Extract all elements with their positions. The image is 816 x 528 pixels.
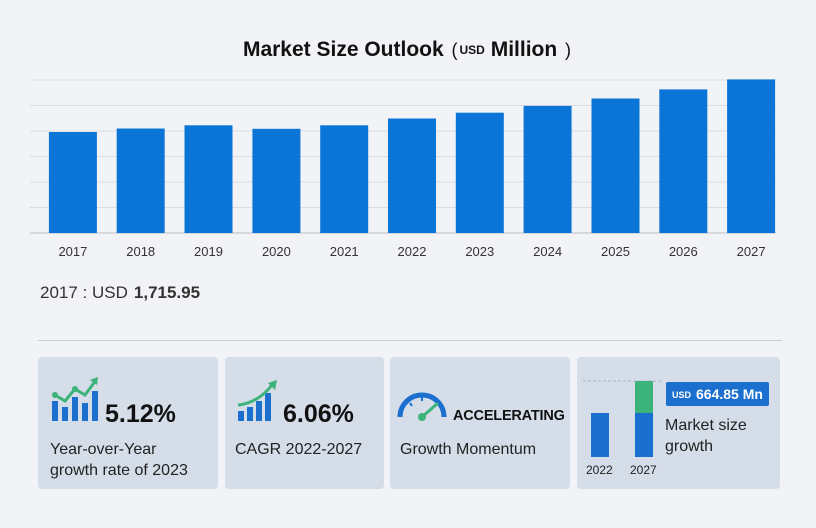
- cagr-card: 6.06% CAGR 2022-2027: [225, 357, 384, 489]
- bar-2027: [727, 79, 776, 234]
- base-year-label: 2017 : USD: [40, 283, 128, 302]
- incremental-growth-card: 2022 2027 Market size growth: [577, 357, 780, 489]
- bar-2022: [388, 118, 436, 233]
- bar-2024: [523, 105, 572, 233]
- chart-title-text: Market Size Outlook: [242, 38, 444, 61]
- title-paren-open: (: [451, 40, 458, 60]
- cagr-label: CAGR 2022-2027: [235, 441, 363, 458]
- x-tick-label-2019: 2019: [194, 244, 223, 259]
- cagr-value: 6.06%: [283, 400, 354, 428]
- x-tick-label-2024: 2024: [533, 244, 562, 259]
- x-tick-label-2027: 2027: [737, 244, 766, 259]
- x-tick-label-2018: 2018: [126, 244, 155, 259]
- yoy-growth-card: 5.12% Year-over-Year growth rate of 2023: [38, 357, 218, 489]
- mini-bar-increment: [635, 381, 653, 413]
- incremental-growth-mini-chart: [583, 380, 661, 457]
- bar-2021: [320, 125, 369, 233]
- yoy-growth-label: Year-over-Year growth rate of 2023: [50, 439, 188, 481]
- x-tick-label-2020: 2020: [262, 244, 291, 259]
- base-year-amount: 1,715.95: [133, 283, 201, 302]
- bar-2019: [184, 125, 233, 233]
- title-unit: Million: [490, 38, 558, 61]
- x-tick-label-2025: 2025: [601, 244, 630, 259]
- x-tick-label-2022: 2022: [398, 244, 427, 259]
- rising-chart-icon: [237, 380, 277, 421]
- mini-year-start: 2022: [586, 463, 613, 477]
- increment-label-line1: Market size: [665, 417, 747, 434]
- bar-2020: [252, 128, 301, 233]
- momentum-label: Growth Momentum: [400, 441, 537, 458]
- yoy-growth-value: 5.12%: [105, 400, 176, 428]
- bar-2017: [48, 132, 97, 233]
- chart-title: Market Size Outlook (USD Million ): [0, 38, 816, 62]
- mini-year-end: 2027: [630, 463, 657, 477]
- title-unit-prefix: USD: [459, 43, 485, 57]
- base-year-value: 2017 : USD 1,715.95: [40, 283, 200, 303]
- growth-bars-icon: [52, 377, 98, 421]
- section-divider: [38, 340, 782, 341]
- yoy-label-line2: growth rate of 2023: [50, 462, 188, 479]
- bar-2023: [455, 112, 504, 233]
- mini-bar-end-base: [635, 413, 653, 457]
- increment-badge-value: 664.85 Mn: [696, 386, 763, 402]
- increment-badge: USD 664.85 Mn: [666, 382, 769, 406]
- bar-2026: [659, 89, 708, 234]
- speedometer-icon: [397, 392, 447, 421]
- bar-2018: [116, 128, 165, 233]
- mini-bar-start: [591, 413, 609, 457]
- market-size-bar-chart: 2017 2018 2019 2020 2021 2022 2023 2024 2025 2026…: [30, 79, 776, 259]
- increment-label-line2: growth: [665, 438, 714, 455]
- momentum-card: ACCELERATING Growth Momentum: [390, 357, 570, 489]
- x-tick-label-2017: 2017: [58, 244, 87, 259]
- yoy-label-line1: Year-over-Year: [50, 441, 157, 458]
- x-tick-label-2021: 2021: [330, 244, 359, 259]
- title-paren-close: ): [565, 40, 572, 60]
- bar-2025: [591, 98, 640, 233]
- momentum-value: ACCELERATING: [453, 408, 565, 424]
- increment-label: Market size growth: [665, 415, 747, 457]
- x-tick-label-2026: 2026: [669, 244, 698, 259]
- x-tick-label-2023: 2023: [465, 244, 494, 259]
- increment-badge-prefix: USD: [672, 390, 692, 400]
